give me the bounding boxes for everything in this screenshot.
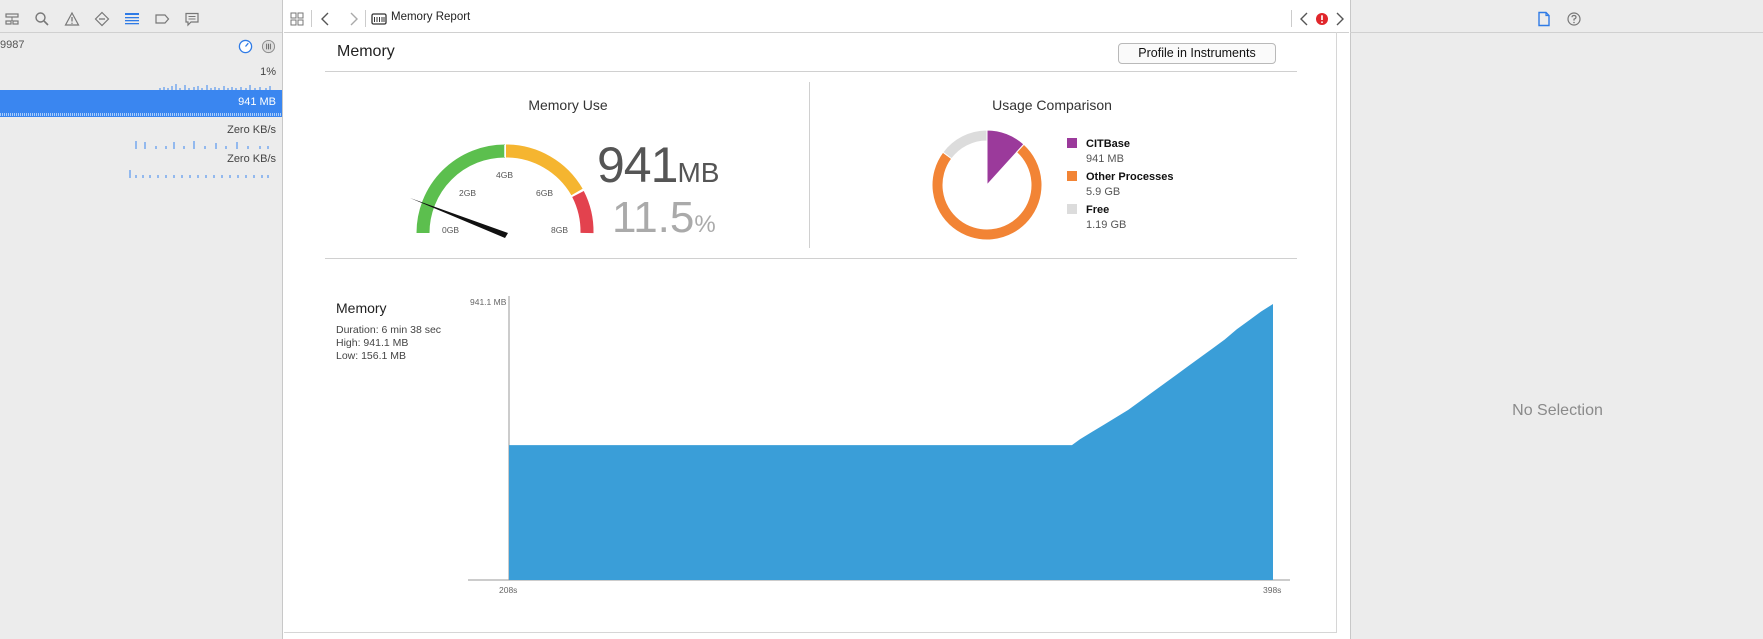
error-badge-icon[interactable] [1314,11,1330,27]
donut-slice-free [942,129,988,160]
report-icon[interactable] [184,11,200,27]
gauge-tick-6gb: 6GB [536,188,553,198]
panel-divider [809,82,810,248]
gauge-tick-2gb: 2GB [459,188,476,198]
memory-gauge: 0GB 2GB 4GB 6GB 8GB [410,144,594,238]
profile-in-instruments-button[interactable]: Profile in Instruments [1118,43,1276,64]
threads-icon[interactable] [261,39,276,54]
legend-value-free: 1.19 GB [1086,219,1127,231]
breakpoint-icon[interactable] [154,11,170,27]
legend-swatch-citbase [1067,138,1077,148]
legend-label-free: Free [1086,204,1110,216]
report-bottom-border [284,632,1337,633]
usage-legend: CITBase 941 MB Other Processes 5.9 GB Fr… [1067,138,1327,238]
memory-value-readout: 941MB [597,136,719,194]
donut-slice-other-processes [931,143,1043,241]
previous-issue-icon[interactable] [1297,11,1313,27]
memory-section-title: Memory [337,43,395,60]
section-divider-2 [325,258,1297,259]
memory-use-title: Memory Use [528,97,608,113]
timeline-duration: Duration: 6 min 38 sec [336,324,442,336]
search-icon[interactable] [34,11,50,27]
memory-area-series [509,304,1273,580]
process-label: 9987 [0,39,25,51]
disk-value: Zero KB/s [227,124,276,136]
y-max-label: 941.1 MB [470,297,507,307]
gauge-tick-0gb: 0GB [442,225,459,235]
usage-donut-chart [931,129,1043,241]
legend-value-other-processes: 5.9 GB [1086,186,1121,198]
memory-gauge-row[interactable]: 941 MB [0,90,282,117]
legend-swatch-other-processes [1067,171,1077,181]
memory-use-value: 941 [597,137,678,193]
memory-value: 941 MB [238,96,276,108]
file-inspector-icon[interactable] [1536,11,1552,27]
forward-arrow-icon[interactable] [345,11,361,27]
debug-navigator: 9987 1% 941 MB Zero KB/s Zero KB/s [0,0,283,639]
gauge-needle [410,198,508,238]
network-gauge-row[interactable]: Zero KB/s [0,151,282,178]
debug-list-icon[interactable] [124,11,140,27]
timeline-title: Memory [336,300,387,316]
legend-swatch-free [1067,204,1077,214]
disk-sparkline [135,141,269,149]
memory-percent-unit: % [694,211,716,238]
network-sparkline [129,170,269,178]
related-items-icon[interactable] [289,11,305,27]
memory-report-icon [371,11,387,27]
x-start-label: 208s [499,585,517,595]
test-diamond-icon[interactable] [94,11,110,27]
memory-percent-readout: 11.5% [612,193,716,243]
inspector-toolbar [1350,3,1763,33]
inspector-panel: No Selection [1350,0,1763,639]
legend-label-other-processes: Other Processes [1086,171,1174,183]
network-value: Zero KB/s [227,153,276,165]
timeline-low: Low: 156.1 MB [336,350,407,362]
gauges-icon[interactable] [238,39,253,54]
x-end-label: 398s [1263,585,1281,595]
gauge-tick-4gb: 4GB [496,170,513,180]
memory-percent-value: 11.5 [612,193,695,242]
report-right-border [1336,32,1337,632]
jump-bar-title[interactable]: Memory Report [391,11,471,23]
section-divider [325,71,1297,72]
legend-value-citbase: 941 MB [1086,153,1124,165]
usage-comparison-title: Usage Comparison [992,97,1112,113]
disk-gauge-row[interactable]: Zero KB/s [0,122,282,149]
gauge-tick-8gb: 8GB [551,225,568,235]
memory-use-unit: MB [677,157,720,188]
warning-icon[interactable] [64,11,80,27]
hierarchy-icon[interactable] [4,11,20,27]
no-selection-label: No Selection [1512,402,1603,419]
memory-sparkline [0,113,282,116]
cpu-sparkline [159,84,271,91]
help-icon[interactable] [1566,11,1582,27]
donut-slice-citbase [986,129,1025,187]
navigator-toolbar [0,3,282,33]
legend-label-citbase: CITBase [1086,138,1131,150]
back-arrow-icon[interactable] [318,11,334,27]
timeline-high: High: 941.1 MB [336,337,409,349]
cpu-value: 1% [260,66,276,78]
cpu-gauge-row[interactable]: 1% [0,64,282,91]
memory-timeline-chart: 941.1 MB 208s 398s [468,296,1290,595]
jump-bar: Memory Report [284,3,1349,33]
next-issue-icon[interactable] [1331,11,1347,27]
